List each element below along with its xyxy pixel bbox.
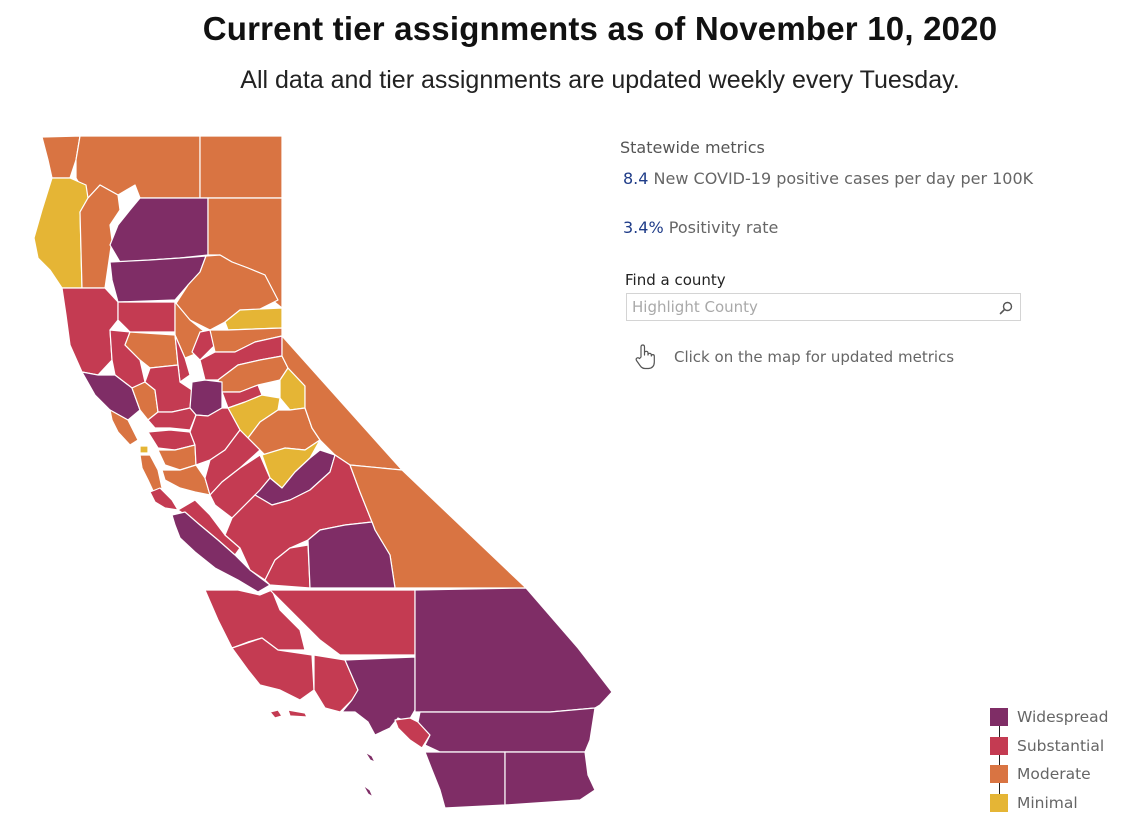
legend-swatch-minimal [990,793,1008,812]
county-siskiyou[interactable] [75,135,201,199]
county-modoc[interactable] [199,135,283,199]
county-shasta[interactable] [109,197,209,263]
legend-label-minimal: Minimal [1017,793,1078,812]
legend-swatch-moderate [990,765,1008,784]
metric-case-rate-value: 8.4 [623,169,649,188]
county-del-norte[interactable] [41,135,81,179]
county-santa-clara[interactable] [161,464,211,496]
county-glenn[interactable] [117,301,176,333]
island-santa-catalina [364,751,376,763]
metrics-panel: Statewide metrics 8.4 New COVID-19 posit… [620,138,1100,371]
county-santa-cruz[interactable] [149,487,179,511]
county-san-francisco[interactable] [139,445,149,454]
legend-item-minimal[interactable]: Minimal [990,789,1109,818]
county-santa-barbara[interactable] [231,637,315,701]
legend-swatch-substantial [990,736,1008,755]
legend-label-widespread: Widespread [1017,708,1109,727]
county-tulare[interactable] [307,521,396,589]
county-trinity[interactable] [79,184,121,289]
county-search-input[interactable] [627,294,987,320]
island-san-clemente [362,784,374,798]
page-title: Current tier assignments as of November … [202,10,998,47]
island-santa-cruz [287,709,308,718]
search-icon[interactable] [998,300,1014,316]
county-orange[interactable] [394,717,431,749]
county-search-box[interactable] [626,293,1021,321]
county-imperial[interactable] [504,751,596,806]
county-marin[interactable] [109,409,139,446]
county-riverside[interactable] [417,707,596,753]
legend-item-widespread[interactable]: Widespread [990,703,1109,732]
county-solano[interactable] [147,407,197,431]
legend-item-moderate[interactable]: Moderate [990,760,1109,789]
metric-positivity-value: 3.4% [623,218,664,237]
metric-case-rate: 8.4 New COVID-19 positive cases per day … [620,169,1100,188]
statewide-metrics-title: Statewide metrics [620,138,765,157]
county-monterey[interactable] [171,511,271,593]
county-san-bernardino[interactable] [414,587,613,713]
tier-legend: Widespread Substantial Moderate Minimal [990,703,1109,817]
county-san-diego[interactable] [424,751,506,809]
metric-positivity: 3.4% Positivity rate [620,218,1100,237]
pointing-hand-icon [635,344,655,370]
map-hint-text: Click on the map for updated metrics [674,348,955,366]
legend-swatch-widespread [990,708,1008,727]
legend-connector-line [998,712,1000,798]
legend-label-moderate: Moderate [1017,765,1091,784]
legend-label-substantial: Substantial [1017,736,1105,755]
find-county-label: Find a county [625,271,726,289]
california-tier-map[interactable] [0,120,640,829]
county-stanislaus[interactable] [204,429,261,496]
metric-case-rate-label: New COVID-19 positive cases per day per … [653,169,1034,188]
metric-positivity-label: Positivity rate [668,218,779,237]
legend-item-substantial[interactable]: Substantial [990,732,1109,761]
map-hint: Click on the map for updated metrics [632,343,1100,371]
county-humboldt[interactable] [33,177,89,289]
county-yuba[interactable] [191,329,216,361]
page-subtitle: All data and tier assignments are update… [240,66,960,94]
county-sierra[interactable] [224,307,283,331]
island-santa-rosa [269,709,283,719]
